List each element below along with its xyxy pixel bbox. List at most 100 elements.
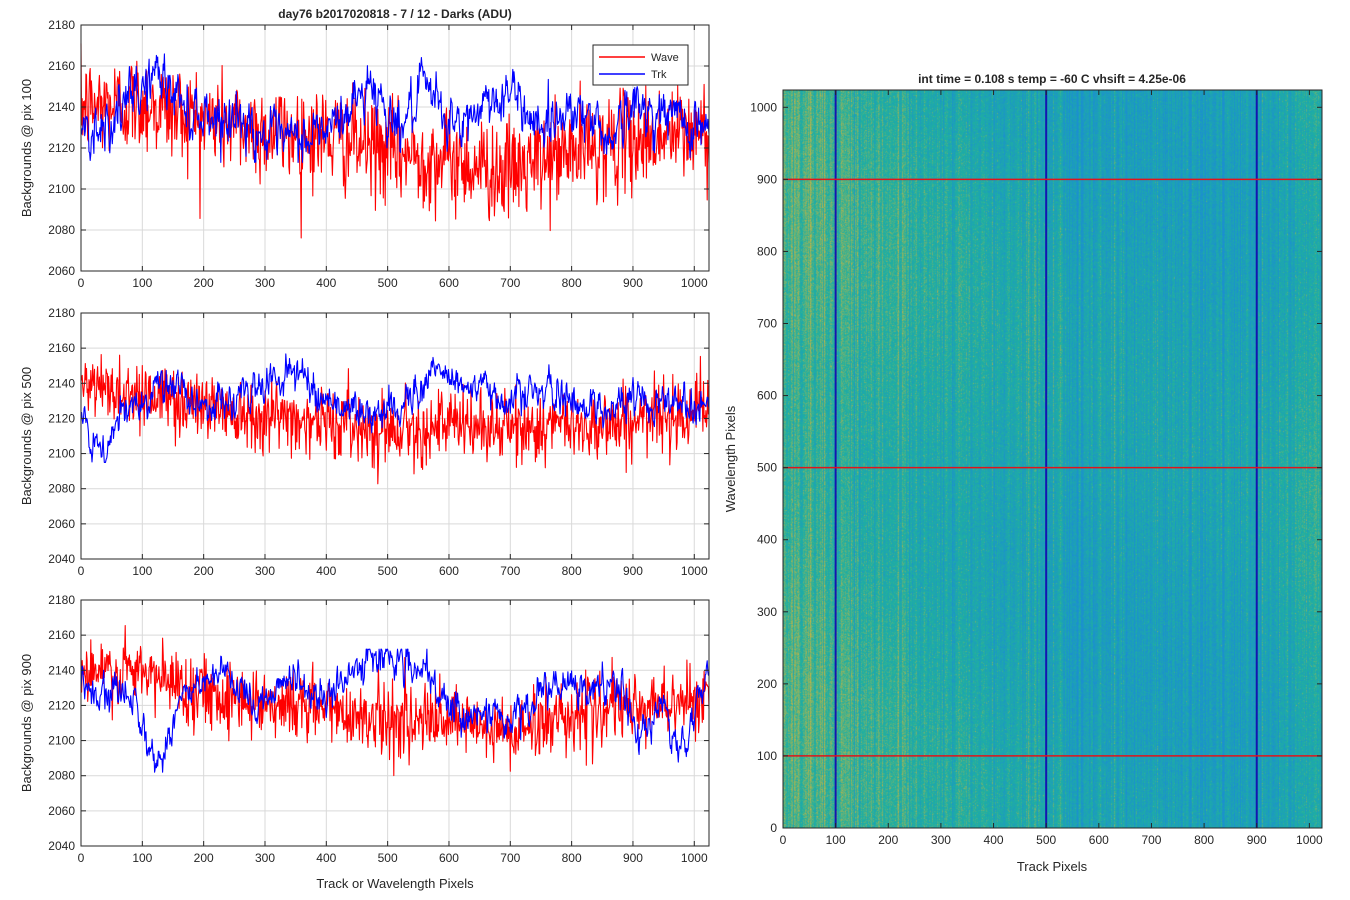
heatmap-image [783,90,1322,828]
x-tick-label: 0 [78,564,85,578]
heatmap-panel: int time = 0.108 s temp = -60 C vhsift =… [723,72,1323,874]
x-tick-label: 0 [78,276,85,290]
x-tick-label: 600 [439,564,459,578]
y-tick-label: 900 [757,172,777,186]
x-tick-label: 700 [1141,833,1161,847]
x-tick-label: 600 [439,851,459,865]
y-tick-label: 2100 [48,734,75,748]
x-tick-label: 500 [378,851,398,865]
x-tick-label: 800 [1194,833,1214,847]
x-tick-label: 300 [255,564,275,578]
x-tick-label: 900 [1247,833,1267,847]
y-tick-label: 2100 [48,182,75,196]
y-tick-label: 2040 [48,552,75,566]
x-tick-label: 800 [562,564,582,578]
y-tick-label: 2120 [48,411,75,425]
series-line-wave [80,43,710,239]
x-tick-label: 600 [1089,833,1109,847]
y-tick-label: 2100 [48,447,75,461]
y-tick-label: 2060 [48,264,75,278]
y-tick-label: 2140 [48,663,75,677]
x-tick-label: 900 [623,276,643,290]
x-tick-label: 700 [500,851,520,865]
y-tick-label: 2180 [48,18,75,32]
plot-frame [80,312,710,560]
x-tick-label: 100 [132,276,152,290]
y-tick-label: 300 [757,605,777,619]
y-tick-label: 2140 [48,100,75,114]
y-tick-label: 2120 [48,698,75,712]
series-line-wave [80,354,710,485]
y-tick-label: 2160 [48,628,75,642]
x-axis-label: Track or Wavelength Pixels [316,876,474,891]
plot-frame [80,599,710,847]
x-tick-label: 100 [132,564,152,578]
y-tick-label: 200 [757,677,777,691]
y-tick-label: 2040 [48,839,75,853]
x-tick-label: 500 [378,276,398,290]
x-tick-label: 400 [316,276,336,290]
x-tick-label: 900 [623,564,643,578]
figure-title: day76 b2017020818 - 7 / 12 - Darks (ADU) [278,7,511,21]
x-tick-label: 1000 [681,851,708,865]
x-tick-label: 0 [780,833,787,847]
y-tick-label: 1000 [750,100,777,114]
x-tick-label: 100 [132,851,152,865]
legend-trk-label: Trk [651,69,667,81]
x-tick-label: 1000 [681,276,708,290]
x-tick-label: 100 [826,833,846,847]
y-tick-label: 2140 [48,376,75,390]
series-line-wave [80,625,710,777]
y-tick-label: 2180 [48,306,75,320]
series-line-trk [80,648,710,773]
x-axis-label: Track Pixels [1017,859,1088,874]
x-tick-label: 400 [984,833,1004,847]
x-tick-label: 800 [562,276,582,290]
series-line-trk [81,353,710,463]
x-tick-label: 1000 [681,564,708,578]
y-axis-label: Wavelength Pixels [723,405,738,512]
x-tick-label: 0 [78,851,85,865]
y-tick-label: 2160 [48,59,75,73]
legend: Wave Trk [592,44,689,86]
x-tick-label: 200 [878,833,898,847]
y-axis-label: Backgrounds @ pix 500 [19,367,34,505]
heatmap-title: int time = 0.108 s temp = -60 C vhsift =… [918,72,1186,86]
x-tick-label: 1000 [1296,833,1323,847]
x-tick-label: 200 [194,851,214,865]
x-tick-label: 300 [255,851,275,865]
y-tick-label: 2160 [48,341,75,355]
y-axis-label: Backgrounds @ pix 900 [19,654,34,792]
x-tick-label: 700 [500,564,520,578]
y-tick-label: 600 [757,389,777,403]
series-line-trk [80,53,710,163]
y-tick-label: 100 [757,749,777,763]
line-plot-pix-500: 0 100 200 300 400 500 600 700 800 900 1000 2040 2060… [19,306,710,578]
x-tick-label: 300 [255,276,275,290]
x-tick-label: 800 [562,851,582,865]
x-tick-label: 400 [316,564,336,578]
heatmap-frame [782,89,1323,829]
y-tick-label: 2060 [48,517,75,531]
legend-wave-label: Wave [651,52,679,64]
y-tick-label: 700 [757,317,777,331]
y-tick-label: 2120 [48,141,75,155]
y-tick-label: 2080 [48,482,75,496]
y-tick-label: 400 [757,533,777,547]
y-tick-label: 800 [757,244,777,258]
y-tick-label: 2080 [48,223,75,237]
x-tick-label: 400 [316,851,336,865]
y-tick-label: 0 [770,821,777,835]
x-tick-label: 500 [378,564,398,578]
x-tick-label: 200 [194,276,214,290]
y-axis-label: Backgrounds @ pix 100 [19,79,34,217]
legend-box [592,44,689,86]
x-tick-label: 900 [623,851,643,865]
line-plot-pix-900: 0 100 200 300 400 500 600 700 800 900 1000 2040 2060… [19,593,710,891]
x-tick-label: 200 [194,564,214,578]
y-tick-label: 2080 [48,769,75,783]
y-tick-label: 2180 [48,593,75,607]
x-tick-label: 300 [931,833,951,847]
line-plot-pix-100: day76 b2017020818 - 7 / 12 - Darks (ADU)… [19,7,710,290]
